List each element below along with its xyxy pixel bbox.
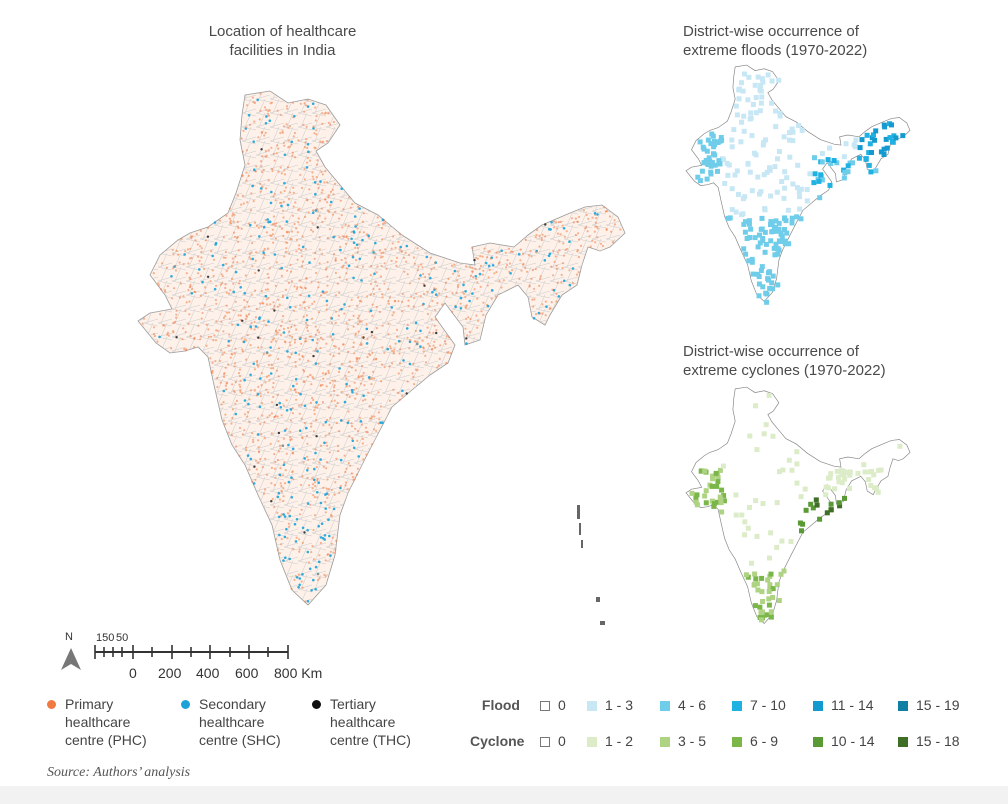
- legend-thc-label: Tertiary healthcare centre (THC): [330, 696, 411, 748]
- legend-swatch: [660, 701, 670, 711]
- legend-swatch: [660, 737, 670, 747]
- legend-swatch: [732, 701, 742, 711]
- legend-swatch: [587, 701, 597, 711]
- cyclone-legend-title: Cyclone: [470, 733, 525, 749]
- healthcare-facilities-map: [137, 90, 626, 625]
- legend-phc-label: Primary healthcare centre (PHC): [65, 696, 147, 748]
- scale-small-label: 150: [96, 632, 115, 644]
- scale-label: 600: [235, 665, 259, 681]
- scale-small-label: 50: [116, 632, 129, 644]
- source-note: Source: Authors’ analysis: [47, 765, 191, 780]
- main-map-title: Location of healthcare facilities in Ind…: [208, 23, 357, 59]
- scale-label: 400: [196, 665, 220, 681]
- cyclone-occurrence-map: [685, 386, 911, 624]
- cyclone-map-title: District-wise occurrence of extreme cycl…: [683, 343, 886, 379]
- shc-dot-icon: [181, 700, 190, 709]
- north-arrow-icon: [61, 648, 81, 670]
- north-label: N: [65, 631, 73, 643]
- legend-swatch: [587, 737, 597, 747]
- andaman-islands-main: [577, 505, 605, 625]
- scale-bar: N 150 50 0 200 400 600 800 Km: [55, 628, 355, 688]
- legend-swatch: [898, 737, 908, 747]
- thc-dot-icon: [312, 700, 321, 709]
- scale-label: 0: [129, 665, 137, 681]
- legend-swatch: [732, 737, 742, 747]
- flood-legend-title: Flood: [481, 697, 520, 713]
- flood-occurrence-map: [685, 64, 911, 305]
- flood-map-title: District-wise occurrence of extreme floo…: [683, 23, 868, 59]
- flood-legend: Flood 0 1 - 3 4 - 6 7 - 10 11 - 14 15 - …: [470, 697, 990, 719]
- scale-label: 800 Km: [274, 665, 323, 681]
- facility-points: [141, 92, 622, 603]
- footer-strip: [0, 786, 1008, 804]
- phc-dot-icon: [47, 700, 56, 709]
- legend-swatch: [540, 701, 550, 711]
- cyclone-legend: Cyclone 0 1 - 2 3 - 5 6 - 9 10 - 14 15 -…: [470, 733, 960, 749]
- legend-shc-label: Secondary healthcare centre (SHC): [199, 696, 281, 748]
- legend-swatch: [813, 701, 823, 711]
- legend-swatch: [540, 737, 550, 747]
- legend-swatch: [898, 701, 908, 711]
- legend-swatch: [813, 737, 823, 747]
- scale-label: 200: [158, 665, 182, 681]
